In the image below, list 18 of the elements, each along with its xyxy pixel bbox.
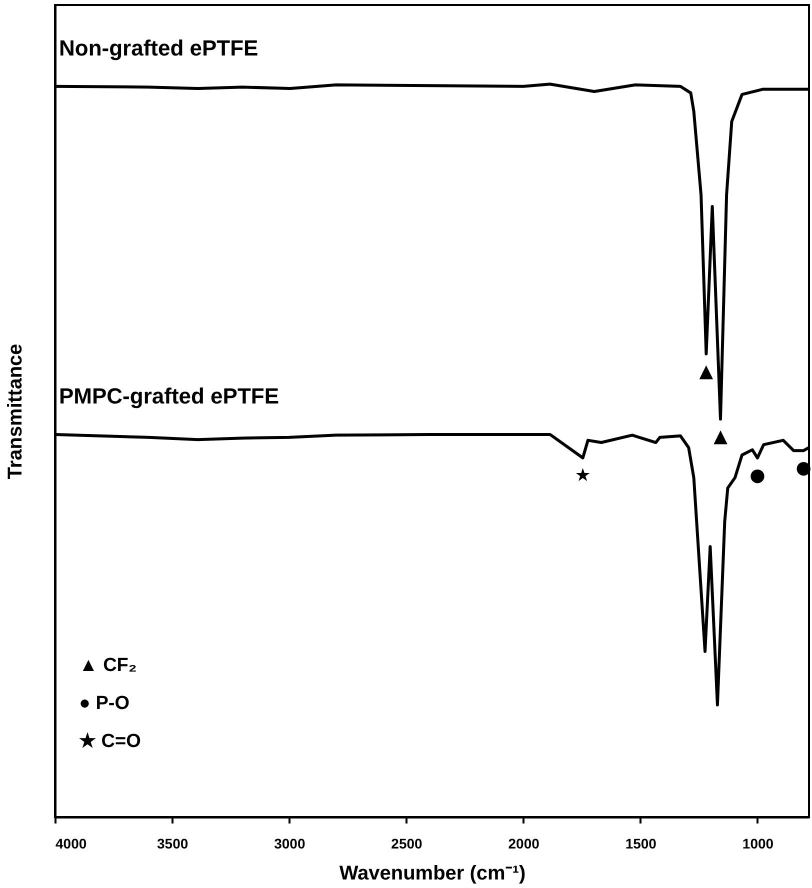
x-tick-label: 1500 bbox=[625, 836, 657, 852]
annotation: ▲ bbox=[714, 426, 728, 448]
annotation: ● bbox=[750, 464, 766, 486]
x-tick-label: 3500 bbox=[157, 836, 188, 852]
x-axis-title: Wavenumber (cm⁻¹) bbox=[339, 862, 526, 884]
annotation: ★ bbox=[574, 464, 591, 486]
series-label: PMPC-grafted ePTFE bbox=[59, 383, 280, 408]
annotation: ▲ CF₂ bbox=[79, 655, 137, 676]
annotation: ● P-O bbox=[79, 693, 130, 714]
y-axis-title: Transmittance bbox=[4, 344, 26, 480]
annotation: ★ C=O bbox=[79, 731, 141, 752]
x-tick-label: 1000 bbox=[742, 836, 774, 852]
x-tick-label: 3000 bbox=[274, 836, 306, 852]
x-tick-label: 2500 bbox=[391, 836, 423, 852]
series-label: Non-grafted ePTFE bbox=[59, 35, 258, 60]
annotation: ▲ bbox=[699, 360, 714, 382]
x-tick-label: 4000 bbox=[56, 836, 87, 852]
x-tick-label: 2000 bbox=[508, 836, 540, 852]
